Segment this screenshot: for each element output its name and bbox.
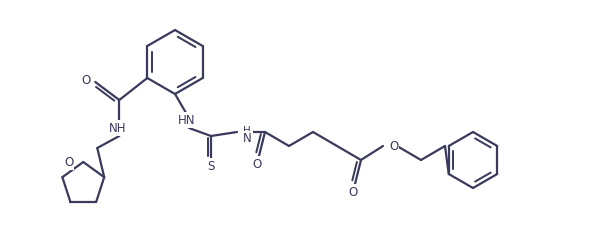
Text: N: N bbox=[243, 133, 252, 145]
Text: O: O bbox=[81, 75, 90, 87]
Text: NH: NH bbox=[109, 121, 126, 135]
Text: H: H bbox=[243, 126, 251, 136]
Text: O: O bbox=[349, 185, 358, 199]
Text: O: O bbox=[64, 155, 73, 169]
Text: S: S bbox=[207, 160, 215, 173]
Text: O: O bbox=[253, 158, 261, 171]
Text: HN: HN bbox=[179, 113, 196, 127]
Text: O: O bbox=[389, 140, 398, 152]
